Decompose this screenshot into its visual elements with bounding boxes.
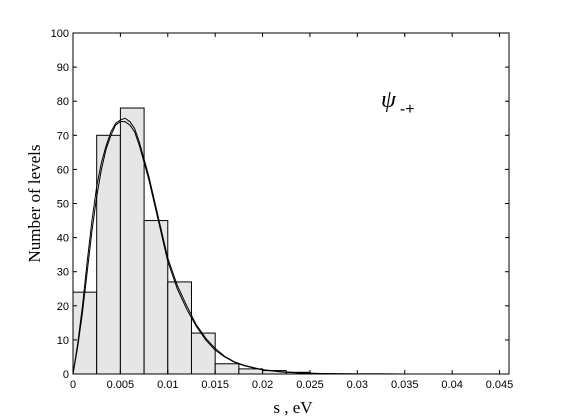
histogram-bar-6	[190, 332, 216, 375]
x-tick-label: 0.005	[107, 379, 135, 391]
x-tick-label: 0.01	[157, 379, 178, 391]
histogram-bar-5	[167, 281, 192, 375]
histogram-bar-8	[238, 368, 264, 375]
y-tick-label: 30	[57, 267, 69, 279]
y-tick-label: 10	[57, 335, 69, 347]
fit-curve-2	[72, 117, 505, 375]
x-axis-label: s , eV	[273, 398, 313, 417]
y-tick-label: 70	[57, 130, 69, 142]
y-tick-label: 100	[51, 28, 69, 40]
x-tick-label: 0.03	[347, 379, 368, 391]
y-tick-label: 90	[57, 62, 69, 74]
x-tick-label: 0.04	[441, 379, 462, 391]
psi-symbol: ψ	[381, 87, 397, 113]
x-tick-label: 0.015	[201, 379, 229, 391]
x-tick-label: 0.035	[391, 379, 419, 391]
y-tick-label: 0	[63, 369, 69, 381]
x-tick-label: 0.045	[486, 379, 514, 391]
y-tick-label: 40	[57, 233, 69, 245]
histogram-bar-1	[72, 291, 98, 375]
bars-group	[72, 107, 311, 375]
y-tick-label: 50	[57, 199, 69, 211]
x-tick-label: 0.02	[252, 379, 273, 391]
y-tick-label: 60	[57, 164, 69, 176]
y-tick-label: 80	[57, 96, 69, 108]
psi-annotation: ψ -+	[381, 87, 415, 118]
x-tick-label: 0	[70, 379, 76, 391]
y-tick-label: 20	[57, 301, 69, 313]
x-ticks: 0 0.005 0.01 0.015 0.02 0.025 0.03 0.035 0.04 0.0…	[70, 33, 513, 391]
psi-subscript: -+	[400, 101, 415, 118]
y-axis-label: Number of levels	[25, 144, 44, 262]
x-tick-label: 0.025	[296, 379, 324, 391]
histogram-bar-7	[214, 363, 240, 375]
curves-group	[72, 117, 505, 375]
y-ticks: 0 10 20 30 40 50 60 70 80 90 100	[51, 28, 509, 381]
